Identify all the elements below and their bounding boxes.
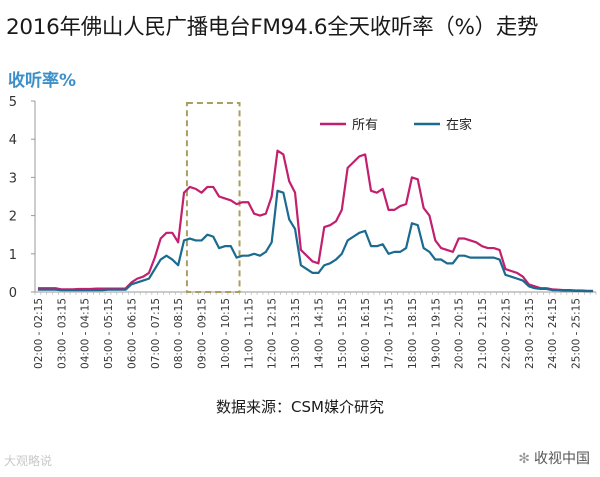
x-tick-label: 02:00 - 02:15 bbox=[33, 298, 45, 369]
legend-label: 所有 bbox=[352, 118, 378, 133]
y-tick-label: 4 bbox=[9, 133, 17, 148]
x-tick-label: 11:00 - 11:15 bbox=[243, 298, 255, 369]
legend-label: 在家 bbox=[446, 117, 472, 133]
x-tick-label: 10:00 - 10:15 bbox=[220, 298, 232, 369]
y-tick-label: 1 bbox=[9, 248, 17, 263]
x-tick-label: 06:00 - 06:15 bbox=[126, 298, 138, 369]
x-tick-label: 07:00 - 07:15 bbox=[150, 298, 162, 369]
watermark-left: 大观略说 bbox=[4, 454, 53, 468]
x-tick-label: 22:00 - 22:15 bbox=[500, 298, 512, 369]
x-tick-label: 09:00 - 09:15 bbox=[197, 298, 209, 369]
x-tick-label: 04:00 - 04:15 bbox=[80, 298, 92, 369]
line-chart: 0 1 2 3 4 5 所有 在家 02:00 - 02:15 03:00 - 03:15 04… bbox=[9, 95, 597, 369]
x-tick-label: 12:00 - 12:15 bbox=[267, 298, 279, 369]
y-tick-label: 5 bbox=[9, 95, 17, 110]
x-tick-label: 20:00 - 20:15 bbox=[454, 298, 466, 369]
y-tick-label: 2 bbox=[9, 210, 17, 225]
x-tick-label: 21:00 - 21:15 bbox=[477, 298, 489, 369]
x-tick-label: 25:00 - 25:15 bbox=[571, 298, 583, 369]
x-tick-label: 05:00 - 05:15 bbox=[103, 298, 115, 369]
series-line-home bbox=[37, 189, 594, 293]
y-axis-label: 收听率% bbox=[8, 71, 77, 91]
x-tick-label: 18:00 - 18:15 bbox=[407, 298, 419, 369]
watermark-right: ✻ 收视中国 bbox=[518, 448, 590, 468]
x-tick-label: 15:00 - 15:15 bbox=[337, 298, 349, 369]
x-tick-label: 19:00 - 19:15 bbox=[430, 298, 442, 369]
x-tick-label: 17:00 - 17:15 bbox=[384, 298, 396, 369]
y-tick-label: 0 bbox=[9, 286, 17, 301]
x-tick-label: 24:00 - 24:15 bbox=[547, 298, 559, 369]
x-tick-label: 13:00 - 13:15 bbox=[290, 298, 302, 369]
watermark-right-text: 收视中国 bbox=[534, 451, 590, 467]
x-tick-label: 14:00 - 14:15 bbox=[313, 298, 325, 369]
series-line-all bbox=[37, 149, 594, 292]
wechat-icon: ✻ bbox=[518, 451, 530, 467]
x-tick-label: 03:00 - 03:15 bbox=[56, 298, 68, 369]
y-tick-label: 3 bbox=[9, 171, 17, 186]
x-tick-label: 16:00 - 16:15 bbox=[360, 298, 372, 369]
chart-title: 2016年佛山人民广播电台FM94.6全天收听率（%）走势 bbox=[6, 15, 539, 40]
x-tick-label: 08:00 - 08:15 bbox=[173, 298, 185, 369]
highlight-box bbox=[185, 102, 241, 293]
data-source: 数据来源：CSM媒介研究 bbox=[216, 398, 384, 416]
x-tick-label: 23:00 - 23:15 bbox=[524, 298, 536, 369]
